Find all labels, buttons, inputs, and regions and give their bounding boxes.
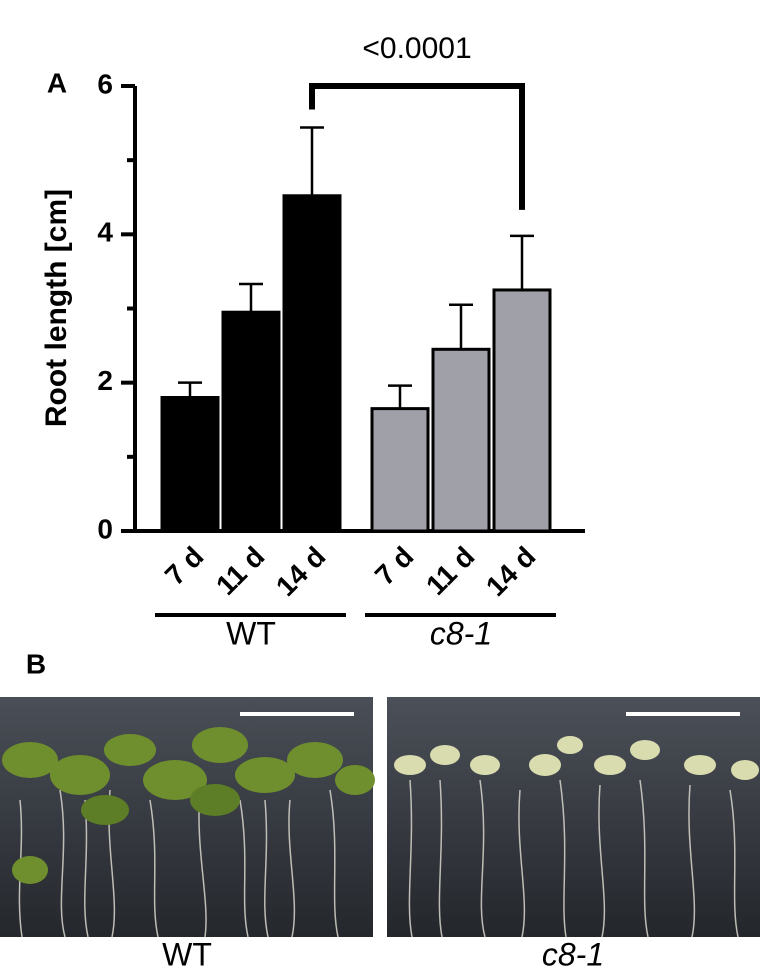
photo-caption: WT [162, 936, 212, 972]
panel-label: B [26, 648, 46, 679]
x-tick-label: 11 d [210, 541, 270, 601]
y-axis-label: Root length [cm] [40, 189, 73, 427]
photo-caption: c8-1 [542, 936, 604, 972]
bar [160, 396, 220, 533]
group-label: WT [226, 615, 276, 651]
x-tick-label: 7 d [369, 541, 420, 592]
x-tick-label: 7 d [159, 541, 210, 592]
significance-bracket [309, 83, 525, 210]
photo-wt [0, 697, 375, 938]
y-tick-label: 4 [97, 217, 113, 248]
y-tick-label: 0 [97, 513, 113, 544]
bar [282, 194, 342, 533]
bar [221, 310, 281, 533]
y-tick-label: 6 [97, 68, 113, 99]
bar [431, 347, 491, 533]
photo-c8-1 [387, 697, 760, 938]
x-tick-label: 14 d [270, 541, 332, 603]
panel-label: A [47, 67, 67, 98]
group-label: c8-1 [430, 615, 492, 651]
bar [370, 407, 430, 533]
significance-label: <0.0001 [362, 32, 471, 65]
bar [492, 288, 552, 533]
x-tick-label: 11 d [420, 541, 480, 601]
y-tick-label: 2 [97, 365, 113, 396]
x-tick-label: 14 d [480, 541, 542, 603]
